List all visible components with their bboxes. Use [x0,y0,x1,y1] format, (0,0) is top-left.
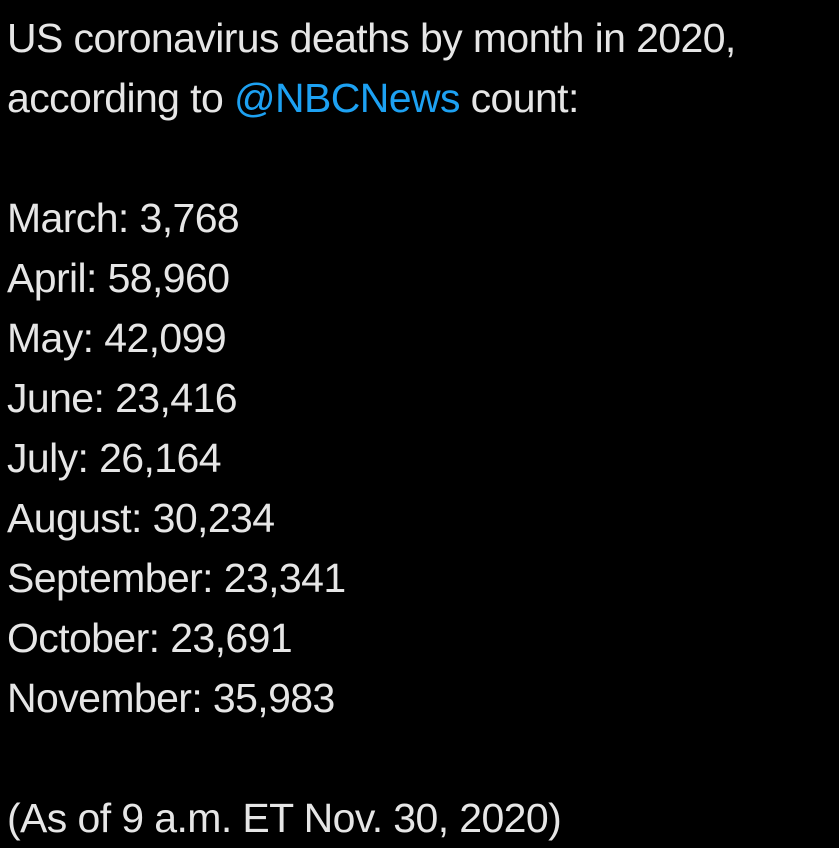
month-line-september: September: 23,341 [7,555,346,601]
blank-line [7,128,736,188]
month-line-june: June: 23,416 [7,375,238,421]
intro-line-1: US coronavirus deaths by month in 2020, [7,15,736,61]
blank-line [7,728,736,788]
month-line-november: November: 35,983 [7,675,335,721]
month-line-july: July: 26,164 [7,435,222,481]
intro-prefix: according to [7,75,234,121]
month-line-may: May: 42,099 [7,315,227,361]
month-line-march: March: 3,768 [7,195,240,241]
month-line-october: October: 23,691 [7,615,293,661]
intro-line-2: according to @NBCNews count: [7,68,736,128]
tweet-text: US coronavirus deaths by month in 2020, … [7,8,736,848]
month-line-april: April: 58,960 [7,255,230,301]
footnote: (As of 9 a.m. ET Nov. 30, 2020) [7,795,562,841]
month-line-august: August: 30,234 [7,495,275,541]
mention-link[interactable]: @NBCNews [233,75,461,121]
intro-suffix: count: [459,75,580,121]
